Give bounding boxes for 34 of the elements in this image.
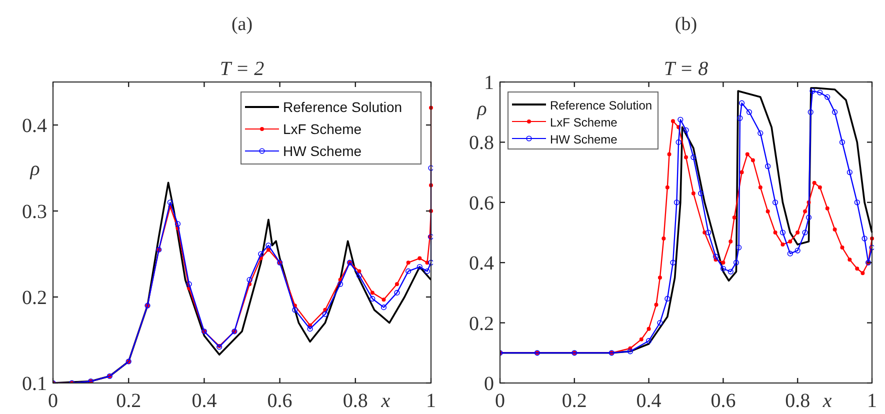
legend-label: Reference Solution (550, 98, 652, 112)
legend-label: HW Scheme (283, 143, 362, 159)
x-tick-label: 0.6 (267, 390, 292, 412)
y-axis-title: ρ (476, 98, 487, 120)
y-tick-label: 0 (484, 373, 494, 395)
y-tick-label: 0.4 (469, 252, 494, 275)
y-tick-label: 0.4 (22, 115, 47, 137)
x-tick-label: 0.8 (342, 390, 368, 412)
x-tick-label: 0.4 (636, 390, 662, 412)
chart-subtitle: T = 8 (664, 58, 708, 80)
y-tick-label: 1 (484, 72, 494, 94)
x-tick-label: 0.2 (562, 390, 587, 412)
y-tick-label: 0.8 (469, 132, 494, 154)
legend-label: LxF Scheme (283, 121, 362, 137)
x-axis-title: x (380, 390, 390, 412)
x-axis-title: x (822, 390, 832, 412)
x-tick-label: 1 (426, 390, 436, 412)
legend-label: Reference Solution (283, 99, 402, 115)
x-tick-label: 0.2 (116, 390, 142, 412)
y-tick-label: 0.2 (22, 287, 47, 309)
y-axis-title: ρ (29, 158, 40, 180)
y-tick-label: 0.1 (22, 373, 47, 395)
x-tick-label: 0.6 (710, 390, 736, 412)
chart-title: (b) (674, 14, 698, 35)
chart-title: (a) (231, 14, 253, 35)
x-tick-label: 1 (867, 390, 877, 412)
legend-label: HW Scheme (550, 132, 618, 146)
chart-subtitle: T = 2 (220, 58, 264, 80)
y-tick-label: 0.6 (469, 192, 494, 214)
legend-label: LxF Scheme (550, 116, 618, 130)
x-tick-label: 0.4 (192, 390, 217, 412)
x-tick-label: 0.8 (785, 390, 810, 412)
y-tick-label: 0.3 (22, 201, 47, 223)
y-tick-label: 0.2 (469, 312, 494, 335)
